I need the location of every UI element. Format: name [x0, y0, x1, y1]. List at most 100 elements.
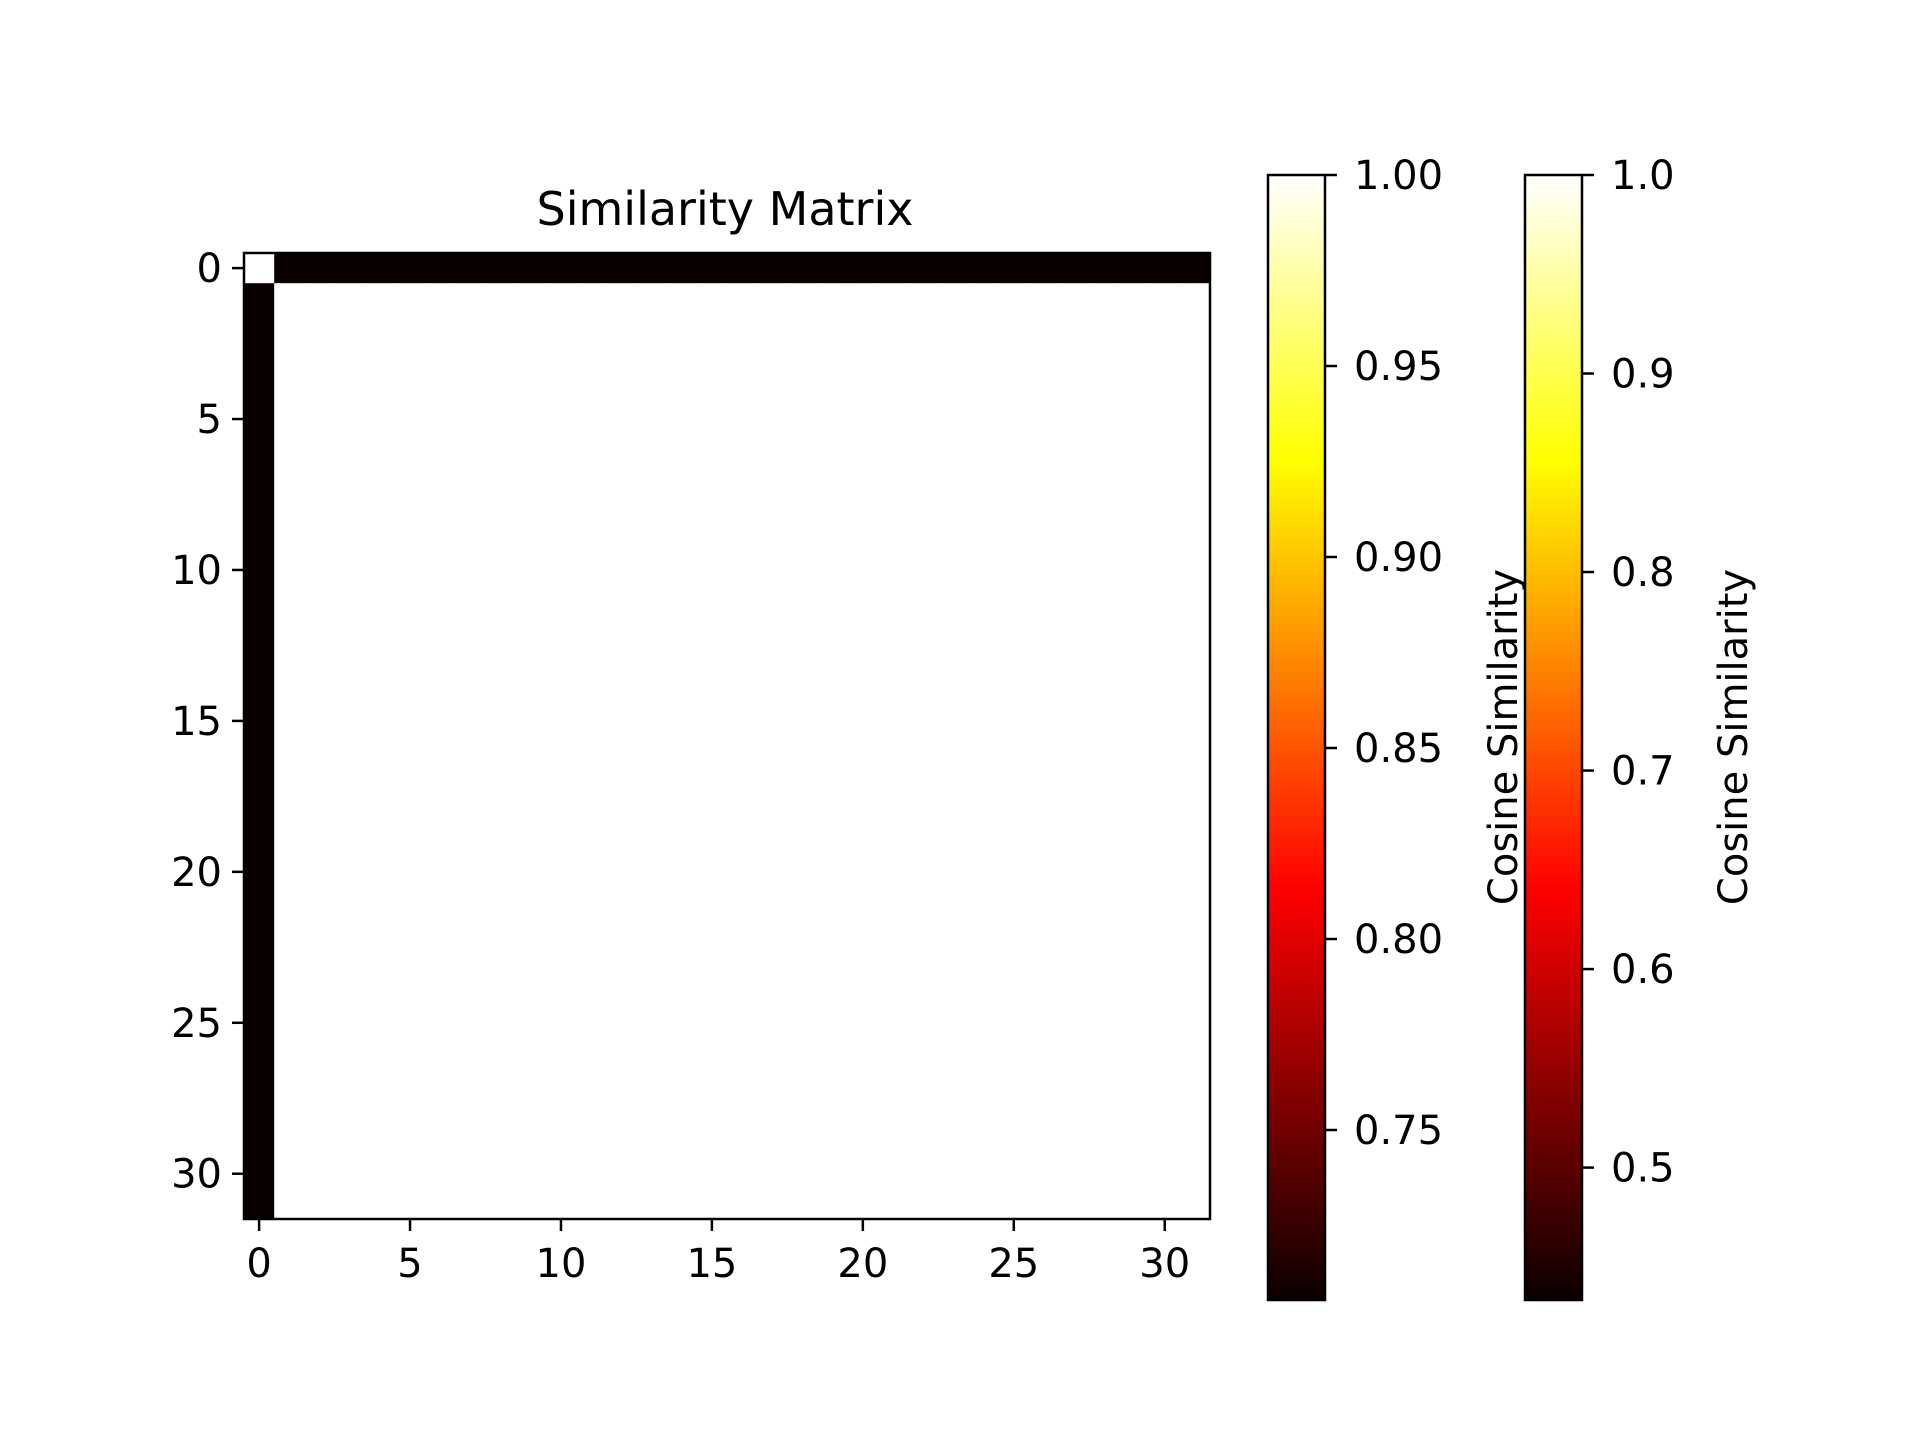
heatmap-cell: [877, 705, 909, 737]
heatmap-cell: [817, 585, 849, 616]
heatmap-cell: [485, 343, 517, 375]
heatmap-cell: [817, 1037, 849, 1069]
heatmap-cell: [394, 434, 426, 465]
heatmap-cell: [998, 283, 1030, 314]
heatmap-cell: [606, 524, 638, 556]
heatmap-cell: [787, 886, 819, 918]
heatmap-cell: [455, 856, 487, 888]
heatmap-cell: [968, 645, 1000, 677]
heatmap-cell: [787, 826, 819, 858]
heatmap-cell: [545, 554, 577, 586]
heatmap-cell: [847, 886, 879, 918]
heatmap-cell: [545, 253, 577, 284]
heatmap-cell: [787, 917, 819, 948]
x-tick-label: 15: [686, 1241, 737, 1287]
heatmap-cell: [304, 796, 336, 828]
heatmap-cell: [1179, 585, 1211, 616]
heatmap-cell: [304, 585, 336, 616]
heatmap-cell: [394, 615, 426, 647]
heatmap-cell: [696, 373, 728, 405]
heatmap-cell: [1179, 766, 1211, 797]
heatmap-cell: [1119, 403, 1151, 435]
y-tick-label: 20: [171, 850, 222, 896]
heatmap-cell: [938, 403, 970, 435]
heatmap-cell: [877, 1128, 909, 1160]
heatmap-cell: [696, 494, 728, 526]
heatmap-cell: [998, 886, 1030, 918]
heatmap-cell: [545, 826, 577, 858]
heatmap-cell: [636, 585, 668, 616]
colorbar-1-label: Cosine Similarity: [1481, 569, 1527, 905]
heatmap-cell: [847, 1128, 879, 1160]
heatmap-cell: [998, 615, 1030, 647]
heatmap-cell: [1119, 253, 1151, 284]
heatmap-cell: [394, 464, 426, 496]
heatmap-cell: [757, 947, 788, 979]
heatmap-cell: [515, 373, 547, 405]
heatmap-cell: [576, 403, 607, 435]
colorbar-1-tick-label: 0.80: [1354, 917, 1443, 963]
heatmap-cell: [727, 464, 758, 496]
heatmap-cell: [334, 766, 366, 797]
heatmap-cell: [1089, 1158, 1121, 1190]
heatmap-cell: [515, 343, 547, 375]
heatmap-cell: [1149, 313, 1181, 345]
heatmap-cell: [1059, 253, 1090, 284]
heatmap-cell: [968, 947, 1000, 979]
heatmap-cell: [1149, 464, 1181, 496]
heatmap-cell: [696, 1007, 728, 1039]
heatmap-cell: [606, 615, 638, 647]
heatmap-cell: [908, 917, 939, 948]
heatmap-cell: [364, 886, 396, 918]
heatmap-cell: [666, 736, 698, 767]
heatmap-cell: [757, 343, 788, 375]
heatmap-cell: [1149, 554, 1181, 586]
heatmap-cell: [455, 675, 487, 707]
heatmap-cell: [455, 947, 487, 979]
heatmap-cell: [696, 554, 728, 586]
heatmap-cell: [515, 1188, 547, 1220]
heatmap-cell: [515, 917, 547, 948]
heatmap-cell: [425, 947, 456, 979]
heatmap-cell: [334, 796, 366, 828]
heatmap-cell: [787, 343, 819, 375]
heatmap-cell: [244, 313, 275, 345]
heatmap-cell: [1059, 917, 1090, 948]
heatmap-cell: [425, 675, 456, 707]
heatmap-cell: [364, 766, 396, 797]
heatmap-cell: [515, 313, 547, 345]
heatmap-cell: [304, 464, 336, 496]
heatmap-cell: [877, 554, 909, 586]
heatmap-cell: [485, 373, 517, 405]
heatmap-cell: [817, 705, 849, 737]
heatmap-cell: [998, 917, 1030, 948]
heatmap-cell: [545, 1158, 577, 1190]
heatmap-cell: [908, 796, 939, 828]
heatmap-cell: [847, 373, 879, 405]
heatmap-cell: [545, 1188, 577, 1220]
heatmap-cell: [364, 1158, 396, 1190]
heatmap-cell: [545, 705, 577, 737]
heatmap-cell: [244, 856, 275, 888]
heatmap-cell: [334, 947, 366, 979]
heatmap-cell: [877, 1188, 909, 1220]
heatmap-cell: [334, 1098, 366, 1130]
heatmap-cell: [1149, 1188, 1181, 1220]
heatmap-cell: [274, 856, 305, 888]
heatmap-cell: [364, 554, 396, 586]
heatmap-cell: [877, 1098, 909, 1130]
heatmap-cell: [1028, 796, 1060, 828]
heatmap-cell: [1028, 464, 1060, 496]
heatmap-cell: [968, 554, 1000, 586]
heatmap-cell: [1059, 1037, 1090, 1069]
heatmap-cell: [425, 585, 456, 616]
heatmap-cell: [696, 313, 728, 345]
heatmap-cell: [727, 283, 758, 314]
heatmap-cell: [244, 1158, 275, 1190]
heatmap-cell: [757, 645, 788, 677]
heatmap-cell: [998, 947, 1030, 979]
heatmap-cell: [274, 1007, 305, 1039]
heatmap-cell: [938, 313, 970, 345]
heatmap-cell: [757, 1188, 788, 1220]
heatmap-cell: [727, 977, 758, 1009]
